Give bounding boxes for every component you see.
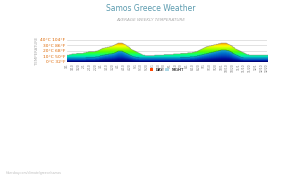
Text: hikersbay.com/climate/greece/samos: hikersbay.com/climate/greece/samos <box>6 171 62 175</box>
Text: AVERAGE WEEKLY TEMPERATURE: AVERAGE WEEKLY TEMPERATURE <box>116 18 185 22</box>
Text: Samos Greece Weather: Samos Greece Weather <box>106 4 195 13</box>
Legend: DAY, NIGHT: DAY, NIGHT <box>148 67 186 74</box>
Y-axis label: TEMPERATURE: TEMPERATURE <box>35 36 39 65</box>
